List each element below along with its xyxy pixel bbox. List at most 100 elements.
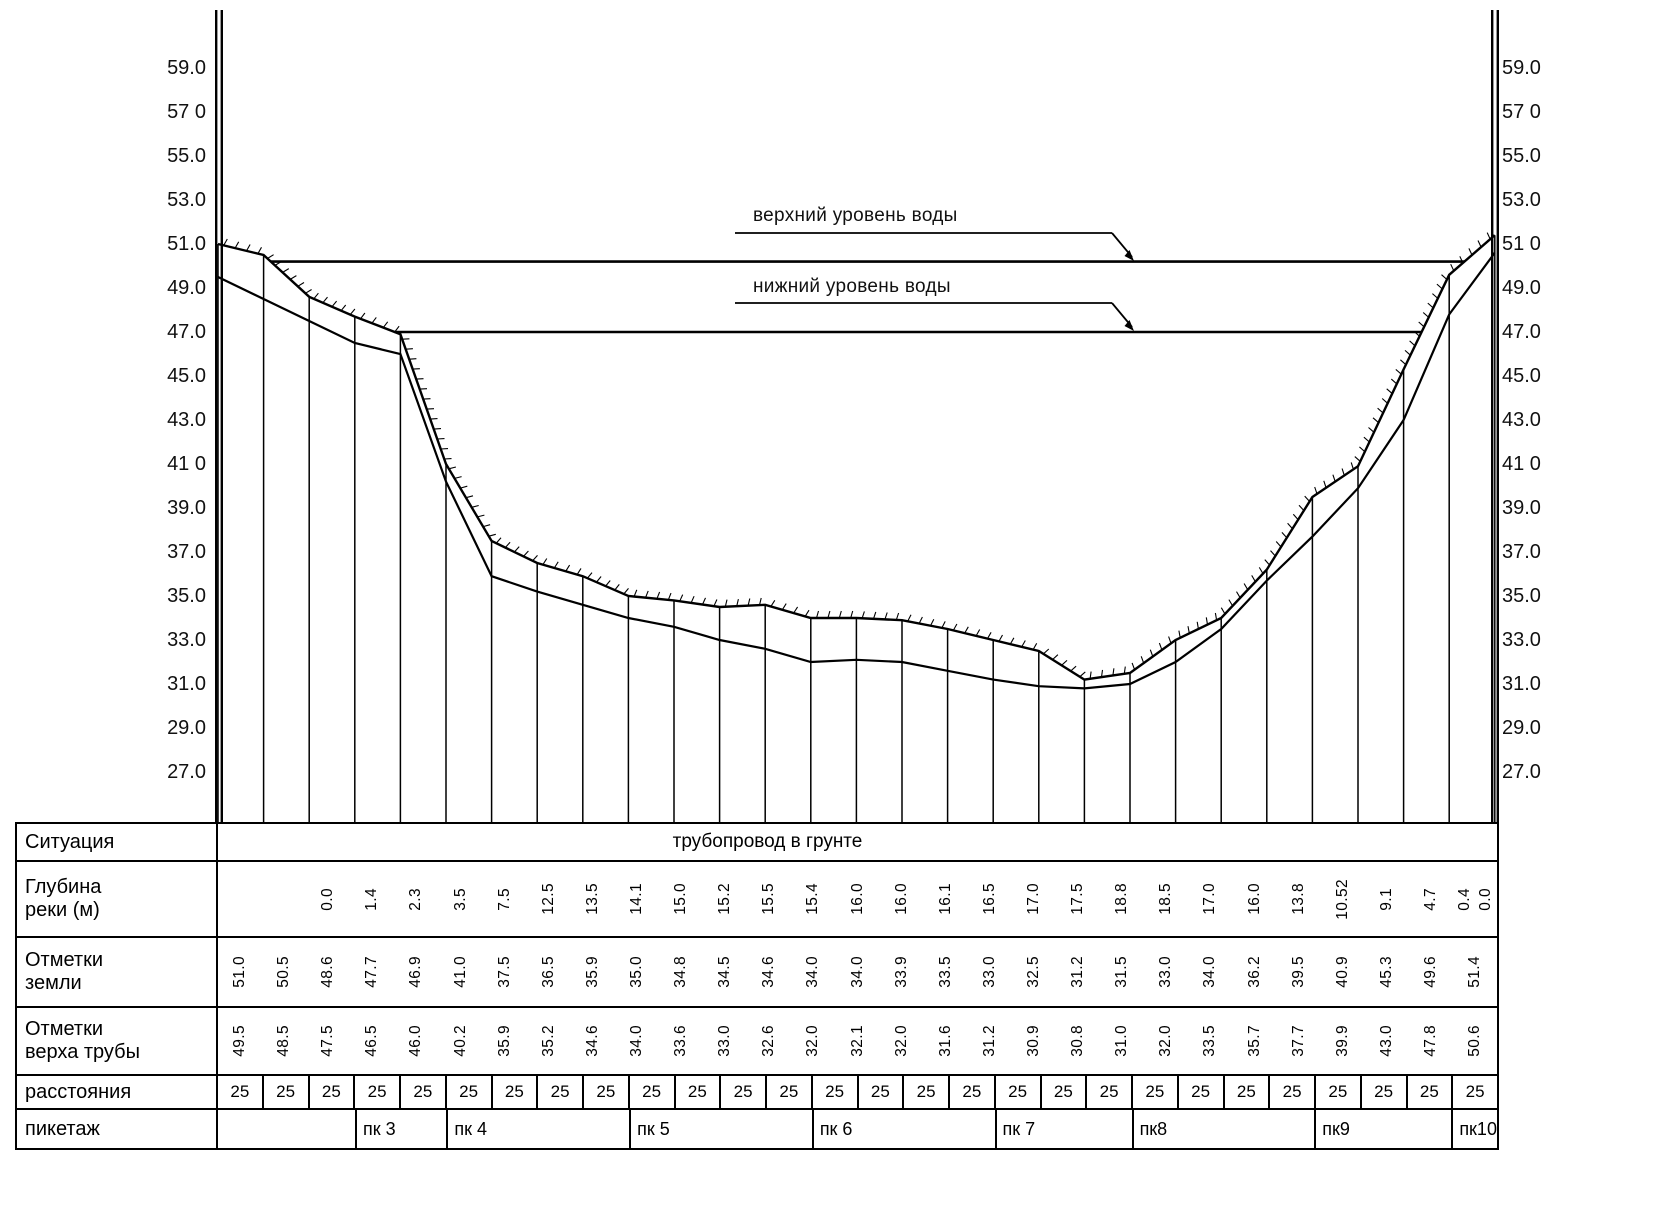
- value-slot: 18.5: [1144, 862, 1188, 936]
- lower-water-level-label: нижний уровень воды: [753, 276, 951, 297]
- value-slot: 37.5: [483, 938, 527, 1006]
- ground-hachure: [1243, 583, 1249, 591]
- ground-hachure: [1264, 559, 1271, 566]
- ground-hachure: [1323, 480, 1327, 488]
- value-slot: 7.5: [483, 862, 527, 936]
- value-slot: 37.7: [1277, 1008, 1321, 1074]
- y-axis-label-right: 27.0: [1502, 761, 1541, 783]
- pipe-top-elevation-value: 32.1: [848, 1025, 866, 1057]
- distance-cell: 25: [1087, 1076, 1133, 1108]
- ground-elevation-value: 50.5: [275, 956, 293, 988]
- picket-label: пк10: [1459, 1118, 1497, 1139]
- ground-hachure: [1332, 474, 1336, 482]
- ground-elevation-value: 33.0: [1157, 956, 1175, 988]
- distance-cell: 25: [950, 1076, 996, 1108]
- y-axis-label-right: 57 0: [1502, 101, 1541, 123]
- ground-elevation-value: 33.5: [936, 956, 954, 988]
- y-axis-label-right: 55.0: [1502, 145, 1541, 167]
- ground-hachure: [477, 514, 485, 518]
- pipe-top-elevation-value: 50.6: [1466, 1025, 1484, 1057]
- picket-cell: пк 7: [994, 1110, 1132, 1148]
- value-slot: 13.8: [1277, 862, 1321, 936]
- distance-cell: 25: [1042, 1076, 1088, 1108]
- pipe-top-elevation-value: 35.2: [539, 1025, 557, 1057]
- ground-hachure: [1441, 274, 1448, 280]
- ground-hachure: [884, 612, 888, 620]
- ground-hachure: [614, 584, 620, 591]
- ground-hachure: [713, 599, 718, 607]
- ground-hachure: [1427, 302, 1434, 309]
- river-depth-value: 1.4: [363, 887, 381, 911]
- picket-cell: пк 6: [811, 1110, 995, 1148]
- river-depth-value: 9.1: [1377, 887, 1395, 911]
- ground-hachure: [1314, 486, 1318, 495]
- ground-hachure: [433, 428, 442, 430]
- ground-hachure: [952, 623, 958, 631]
- y-axis-label-left: 51.0: [167, 233, 206, 255]
- value-slot: 48.6: [306, 938, 350, 1006]
- row-header: расстояния: [17, 1076, 218, 1108]
- river-depth-value: 13.8: [1289, 883, 1307, 915]
- distance-cell: 25: [859, 1076, 905, 1108]
- value-slot: 46.5: [350, 1008, 394, 1074]
- distance-cell: 25: [584, 1076, 630, 1108]
- ground-elevation-value: 46.9: [407, 956, 425, 988]
- value-slot: 16.5: [968, 862, 1012, 936]
- y-axis-label-right: 29.0: [1502, 717, 1541, 739]
- value-slot: 1.4: [350, 862, 394, 936]
- ground-elevation-value: 34.0: [804, 956, 822, 988]
- value-slot: 13.5: [571, 862, 615, 936]
- ground-elevation-value: 36.2: [1245, 956, 1263, 988]
- ground-hachure: [1220, 607, 1226, 615]
- value-slot: 49.6: [1409, 938, 1453, 1006]
- ground-hachure: [1372, 417, 1379, 424]
- river-depth-value: 15.2: [716, 883, 734, 915]
- value-slot: 14.1: [615, 862, 659, 936]
- picket-cell: пк9: [1314, 1110, 1451, 1148]
- ground-hachure: [1251, 575, 1256, 582]
- ground-elevation-value: 51.4: [1466, 956, 1484, 988]
- ground-hachure: [1395, 368, 1402, 375]
- ground-hachure: [827, 610, 831, 619]
- river-depth-value: 18.5: [1157, 883, 1175, 915]
- river-depth-value: 4.7: [1422, 887, 1439, 911]
- ground-hachure: [1228, 599, 1234, 607]
- y-axis-label-left: 43.0: [167, 409, 206, 431]
- picket-label: пк 5: [637, 1118, 670, 1139]
- table-row: Глубина реки (м) 0.0 1.4 2.3 3.5 7.5 12.5 13.5 1…: [17, 862, 1497, 938]
- value-slot: 33.6: [659, 1008, 703, 1074]
- value-slot: 31.0: [1100, 1008, 1144, 1074]
- value-slot: 36.2: [1233, 938, 1277, 1006]
- value-slot: 16.0: [1233, 862, 1277, 936]
- value-slot: 15.5: [747, 862, 791, 936]
- ground-hachure: [1178, 630, 1181, 638]
- ground-elevation-value: 41.0: [451, 956, 469, 988]
- pipe-top-elevation-value: 46.5: [363, 1025, 381, 1057]
- picket-label: пк 4: [454, 1118, 488, 1139]
- row-header: Отметки земли: [17, 938, 218, 1006]
- river-depth-cells: 0.0 1.4 2.3 3.5 7.5 12.5 13.5 14.1 15.0 15.2 15.5 1…: [218, 862, 1497, 936]
- y-axis-label-left: 55.0: [167, 145, 206, 167]
- value-slot: 15.2: [703, 862, 747, 936]
- value-slot: 39.9: [1321, 1008, 1365, 1074]
- value-slot: 47.7: [350, 938, 394, 1006]
- ground-elevation-value: 40.9: [1333, 956, 1351, 988]
- ground-elevation-value: 35.9: [583, 956, 601, 988]
- distance-cell: 25: [447, 1076, 493, 1108]
- ground-hachure: [1341, 468, 1345, 476]
- ground-hachure: [471, 504, 479, 508]
- value-slot: 32.1: [836, 1008, 880, 1074]
- distance-cell: 25: [493, 1076, 539, 1108]
- pipe-top-elevation-value: 32.0: [892, 1025, 910, 1057]
- distance-cell: 25: [996, 1076, 1042, 1108]
- ground-hachure: [644, 590, 649, 598]
- value-slot: 16.0: [836, 862, 880, 936]
- value-slot: 35.0: [615, 938, 659, 1006]
- ground-hachure: [382, 321, 389, 328]
- ground-elevation-value: 31.2: [1069, 956, 1087, 988]
- y-axis-label-left: 45.0: [167, 365, 206, 387]
- distance-cell: 25: [310, 1076, 356, 1108]
- river-depth-value: 0.4: [1455, 887, 1473, 911]
- river-depth-value: 18.8: [1113, 883, 1131, 915]
- ground-hachure: [1214, 612, 1218, 621]
